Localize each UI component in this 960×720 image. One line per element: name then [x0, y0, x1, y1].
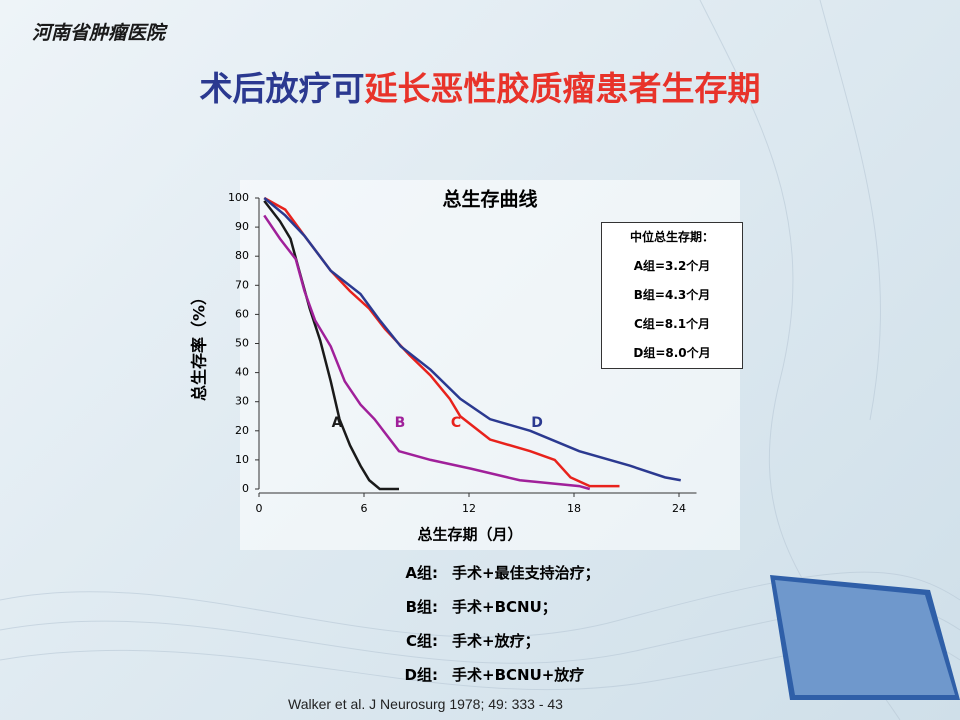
book — [770, 575, 960, 700]
group-desc: 手术+BCNU+放疗 — [452, 666, 585, 684]
group-key: B组: — [405, 598, 438, 616]
y-tick-label: 60 — [235, 307, 249, 320]
survival-curve — [263, 197, 681, 482]
y-tick-label: 20 — [235, 424, 249, 437]
group-row: B组: 手术+BCNU； — [380, 590, 600, 624]
curve-label: B — [395, 415, 406, 431]
y-tick-label: 40 — [235, 366, 249, 379]
group-desc: 手术+放疗； — [452, 632, 540, 650]
median-box: 中位总生存期： A组=3.2个月 B组=4.3个月 C组=8.1个月 D组=8.0个月 — [601, 222, 743, 369]
group-key: A组: — [405, 564, 438, 582]
y-tick-label: 100 — [228, 191, 249, 204]
y-tick-label: 0 — [242, 482, 249, 495]
y-tick-label: 80 — [235, 249, 249, 262]
survival-curve — [263, 214, 591, 491]
hospital-name: 河南省肿瘤医院 — [32, 22, 166, 44]
citation: Walker et al. J Neurosurg 1978; 49: 333 … — [288, 696, 563, 712]
median-row: A组=3.2个月 — [633, 259, 711, 273]
group-desc: 手术+最佳支持治疗； — [452, 564, 600, 582]
group-row: C组: 手术+放疗； — [380, 624, 600, 658]
x-tick-label: 18 — [567, 502, 581, 515]
slide-title: 术后放疗可延长恶性胶质瘤患者生存期 — [0, 62, 960, 110]
median-row: B组=4.3个月 — [633, 288, 711, 302]
x-tick-label: 6 — [361, 502, 368, 515]
median-row: C组=8.1个月 — [633, 317, 711, 331]
chart-title: 总生存曲线 — [442, 188, 537, 211]
median-box-title: 中位总生存期： — [629, 230, 714, 244]
x-tick-label: 12 — [462, 502, 476, 515]
group-list: A组: 手术+最佳支持治疗； B组: 手术+BCNU； C组: 手术+放疗； D组: 手术+B… — [380, 556, 600, 692]
x-tick-label: 0 — [256, 502, 263, 515]
y-tick-label: 10 — [235, 453, 249, 466]
group-row: A组: 手术+最佳支持治疗； — [380, 556, 600, 590]
y-tick-label: 90 — [235, 220, 249, 233]
y-tick-label: 70 — [235, 278, 249, 291]
group-desc: 手术+BCNU； — [452, 598, 557, 616]
y-tick-label: 50 — [235, 337, 249, 350]
x-axis-label: 总生存期（月） — [417, 526, 522, 544]
group-key: D组: — [404, 666, 438, 684]
y-tick-label: 30 — [235, 395, 249, 408]
curve-label: C — [451, 415, 461, 431]
curve-label: A — [332, 415, 343, 431]
group-key: C组: — [405, 632, 438, 650]
title-part: 术后放疗可 — [199, 69, 365, 108]
x-tick-label: 24 — [672, 502, 686, 515]
survival-curve — [263, 196, 620, 488]
median-row: D组=8.0个月 — [633, 346, 711, 360]
y-axis-label: 总生存率（%） — [190, 289, 209, 401]
title-part: 延长恶性胶质瘤患者生存期 — [364, 69, 761, 108]
curve-label: D — [531, 415, 543, 431]
group-row: D组: 手术+BCNU+放疗 — [380, 658, 600, 692]
survival-curve — [263, 200, 399, 491]
